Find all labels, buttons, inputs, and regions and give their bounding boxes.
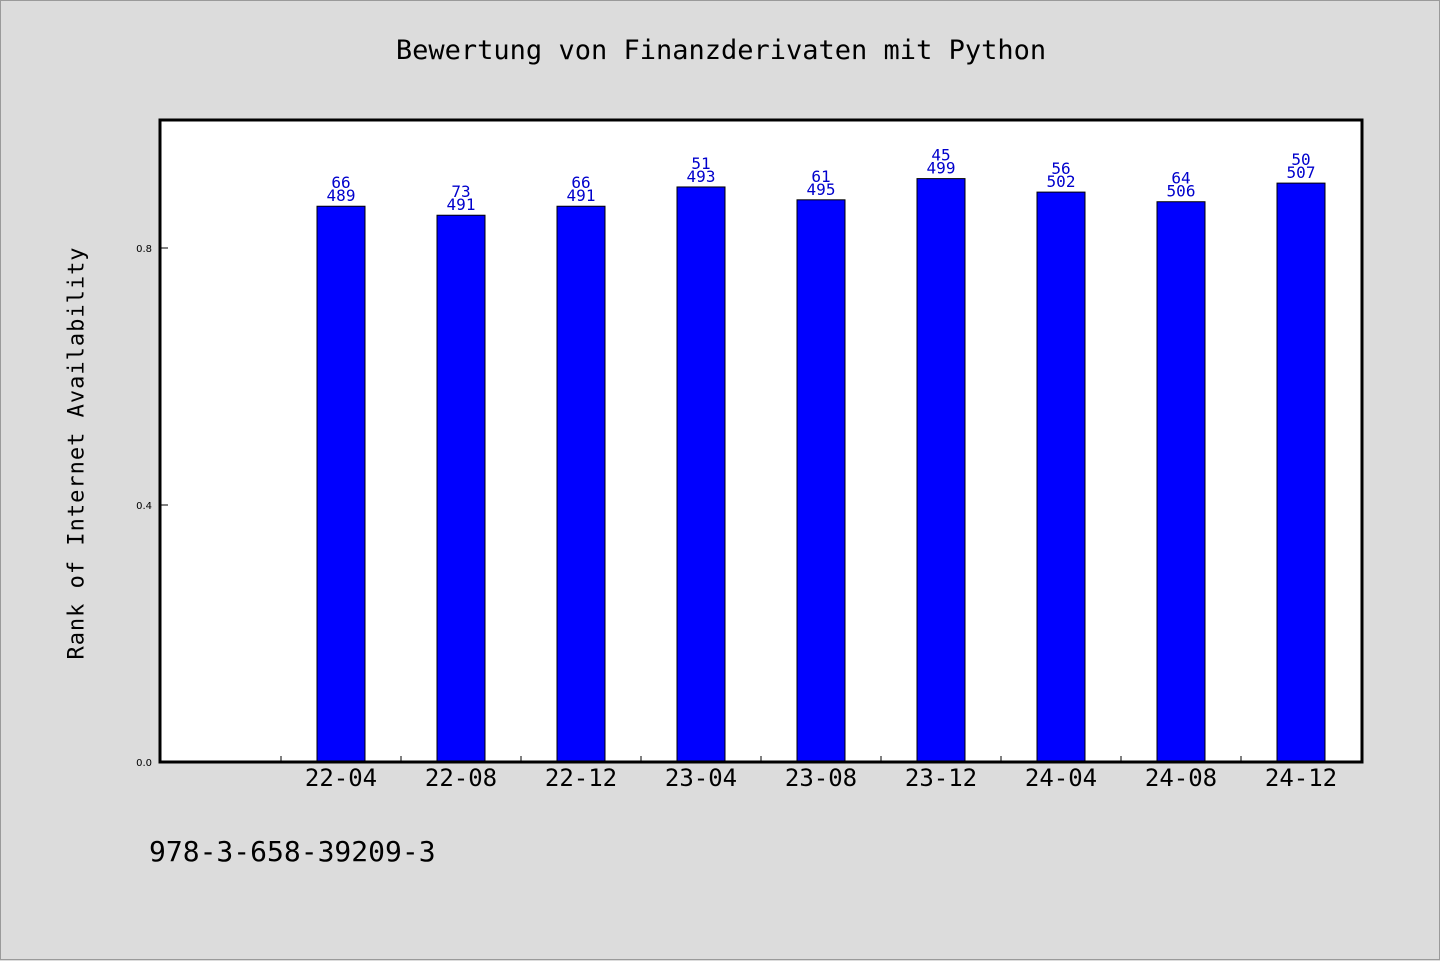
- bar-label-top: 51: [691, 154, 710, 173]
- bar-label-bottom: 506: [1167, 182, 1196, 201]
- bar-22-08: [436, 214, 486, 763]
- bar-label-bottom: 507: [1287, 163, 1316, 182]
- bar-label-top: 50: [1291, 150, 1310, 169]
- x-tick-label: 23-04: [665, 764, 737, 792]
- bar-label-bottom: 489: [327, 186, 356, 205]
- x-tick-label: 22-04: [305, 764, 377, 792]
- x-tick-label: 24-08: [1145, 764, 1217, 792]
- bar-24-08: [1156, 201, 1206, 763]
- bar-23-08: [796, 199, 846, 763]
- bar-label-bottom: 502: [1047, 172, 1076, 191]
- bar-label-top: 66: [571, 173, 590, 192]
- bar-label-bottom: 499: [927, 159, 956, 178]
- bar-label-bottom: 491: [447, 195, 476, 214]
- chart-title: Bewertung von Finanzderivaten mit Python: [395, 35, 1047, 66]
- y-tick-label: 0.0: [136, 758, 152, 769]
- x-tick-label: 24-04: [1025, 764, 1097, 792]
- bar-label-top: 45: [931, 146, 950, 165]
- bar-label-top: 61: [811, 167, 830, 186]
- bar-label-top: 64: [1171, 169, 1190, 188]
- bar-22-04: [316, 205, 366, 763]
- plot-frame: [158, 118, 1364, 764]
- bar-label-top: 73: [451, 182, 470, 201]
- x-tick-label: 23-12: [905, 764, 977, 792]
- x-tick-label: 24-12: [1265, 764, 1337, 792]
- bar-24-12: [1276, 182, 1326, 763]
- bar-label-bottom: 493: [687, 167, 716, 186]
- bar-24-04: [1036, 191, 1086, 763]
- bar-label-bottom: 495: [807, 180, 836, 199]
- y-tick-label: 0.8: [136, 244, 152, 255]
- bar-23-12: [916, 178, 966, 763]
- bar-23-04: [676, 186, 726, 763]
- isbn-footnote: 978-3-658-39209-3: [149, 835, 436, 868]
- x-tick-label: 23-08: [785, 764, 857, 792]
- ticks-layer: 0.0 0.4 0.8 22-04 22-08 22-12 23-04 23-08 23-12 2…: [136, 244, 1362, 792]
- bar-label-bottom: 491: [567, 186, 596, 205]
- bar-label-top: 66: [331, 173, 350, 192]
- bar-label-top: 56: [1051, 159, 1070, 178]
- y-tick-label: 0.4: [136, 501, 152, 512]
- x-tick-label: 22-08: [425, 764, 497, 792]
- bar-22-12: [556, 205, 606, 763]
- x-tick-label: 22-12: [545, 764, 617, 792]
